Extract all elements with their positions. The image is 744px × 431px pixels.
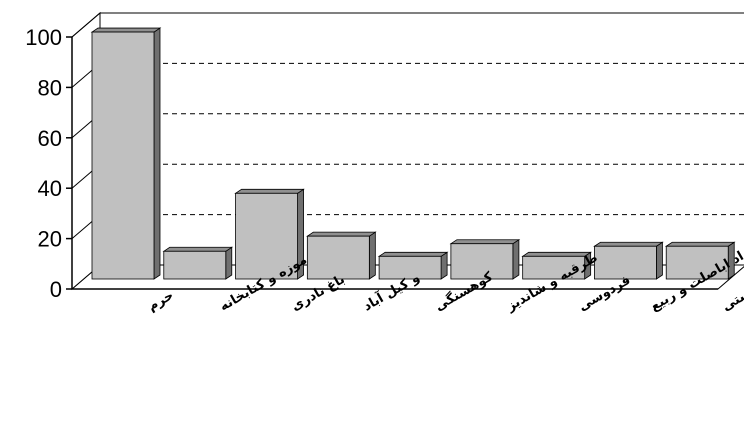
bar-front [378, 255, 442, 280]
bar-front [450, 243, 514, 280]
bar [377, 251, 449, 280]
bar [449, 238, 521, 280]
back-wall [99, 12, 744, 266]
bar [234, 188, 305, 280]
bar-top [664, 241, 736, 247]
bar-front [235, 192, 298, 280]
bar-top [90, 27, 162, 33]
bar-side [440, 251, 448, 280]
bar-front [665, 245, 729, 280]
bar-side [512, 238, 520, 280]
y-tick-label: 20 [38, 227, 62, 252]
y-tick-label: 0 [50, 277, 62, 302]
y-tick-label: 80 [38, 75, 62, 100]
y-tick-label: 60 [38, 126, 62, 151]
bar-front [91, 31, 155, 280]
bar [90, 27, 162, 280]
gridline-side [71, 12, 101, 38]
bar-top [162, 246, 234, 252]
bar [306, 231, 377, 280]
bar [162, 246, 234, 280]
y-tick-label: 100 [25, 25, 62, 50]
y-axis: 0 20 40 60 80 100 [25, 25, 73, 302]
bar-front [522, 255, 586, 280]
bar-top [449, 239, 521, 245]
bar-top [234, 188, 305, 194]
bar-top [521, 251, 592, 257]
bar-front [163, 250, 227, 280]
bar-front [594, 245, 657, 280]
bar-side [368, 231, 376, 280]
bar-top [593, 241, 664, 247]
x-tick-label: حرم [146, 288, 177, 314]
bar [664, 241, 736, 280]
bar-side [656, 241, 663, 280]
bar-top [377, 251, 449, 257]
bars [90, 27, 736, 280]
bar [521, 251, 592, 280]
bar-front [306, 235, 370, 280]
bar [593, 241, 664, 280]
bar-top [306, 231, 377, 237]
y-tick-label: 40 [38, 176, 62, 201]
bar-side [225, 246, 233, 280]
bar-side [153, 27, 161, 280]
